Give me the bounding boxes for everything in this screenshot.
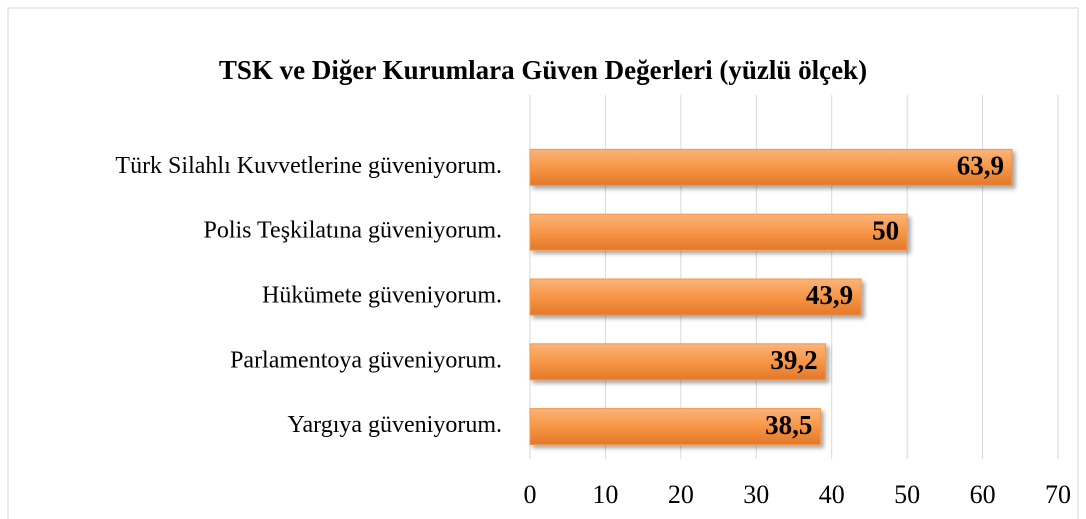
y-tick-label: Türk Silahlı Kuvvetlerine güveniyorum. [115,153,502,179]
bar [529,343,827,381]
x-tick-label: 50 [894,480,920,509]
x-tick-label: 10 [592,480,618,509]
x-tick-label: 40 [819,480,845,509]
x-tick-label: 30 [743,480,769,509]
y-tick-label: Hükümete güveniyorum. [262,283,502,309]
bar [529,213,908,251]
value-label: 63,9 [957,151,1004,181]
chart-title: TSK ve Diğer Kurumlara Güven Değerleri (… [219,55,867,85]
bar [529,278,862,316]
bar [529,148,1013,186]
value-label: 50 [872,215,899,245]
x-tick-label: 0 [524,480,537,509]
y-tick-label: Polis Teşkilatına güveniyorum. [203,218,502,244]
bar [529,408,821,446]
value-label: 39,2 [770,345,817,375]
x-tick-label: 20 [668,480,694,509]
x-tick-label: 60 [970,480,996,509]
value-label: 43,9 [806,280,853,310]
x-tick-label: 70 [1045,480,1071,509]
y-tick-label: Parlamentoya güveniyorum. [230,347,502,373]
value-label: 38,5 [765,410,812,440]
y-tick-label: Yargıya güveniyorum. [288,412,502,438]
